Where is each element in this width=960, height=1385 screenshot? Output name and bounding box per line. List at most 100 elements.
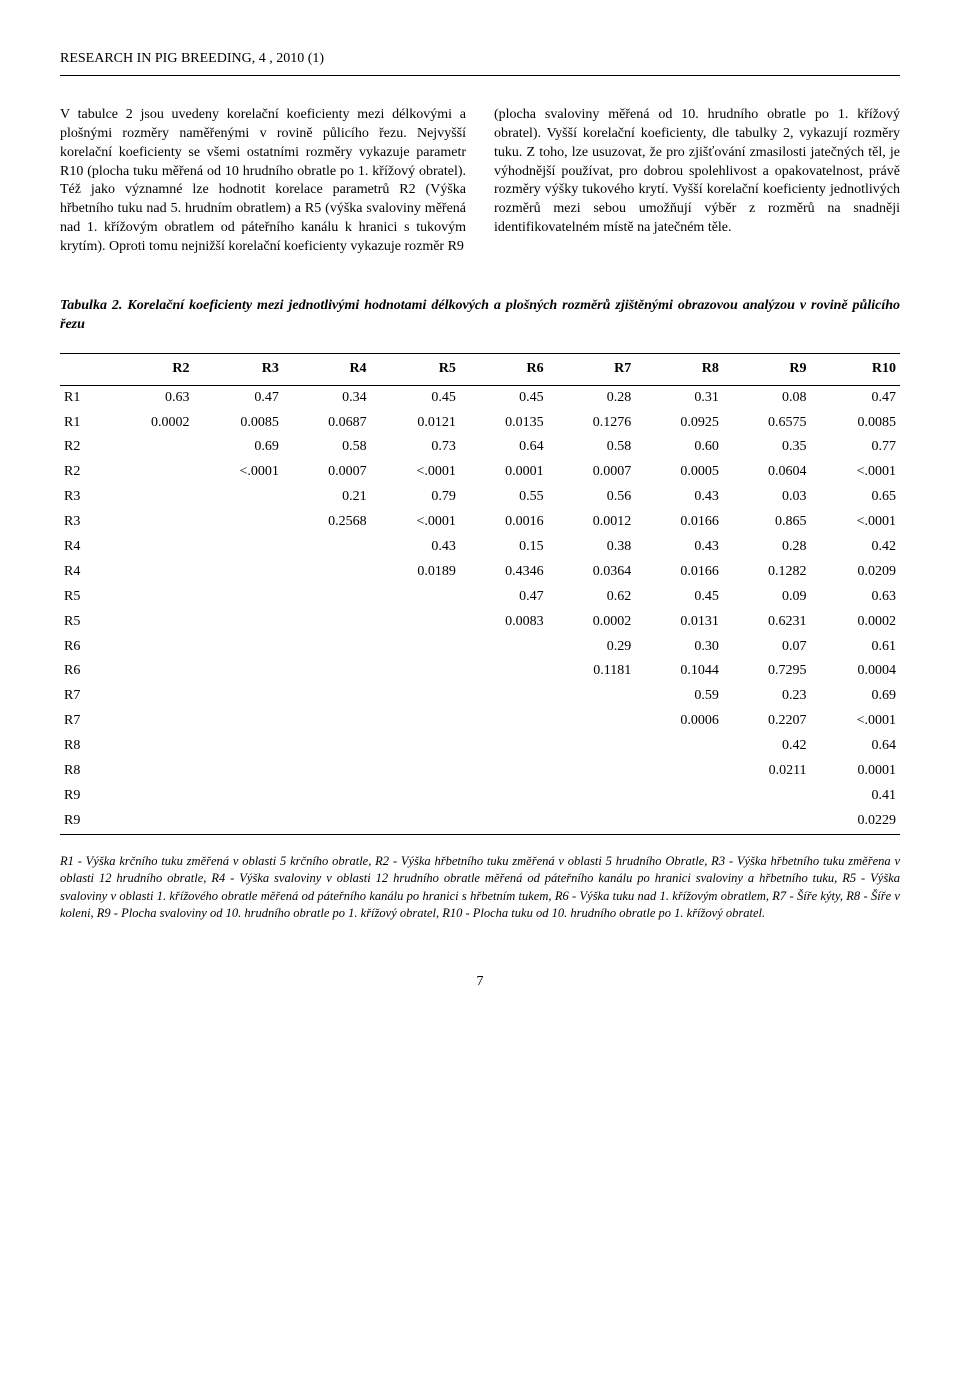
- correlation-value: 0.69: [811, 684, 900, 709]
- table-row: R80.02110.0001: [60, 759, 900, 784]
- p-value: 0.0002: [548, 610, 636, 635]
- p-value: [106, 759, 194, 784]
- correlation-value: 0.23: [723, 684, 811, 709]
- correlation-value: 0.45: [635, 585, 723, 610]
- table-row: R90.41: [60, 784, 900, 809]
- correlation-value: 0.63: [106, 385, 194, 410]
- p-value: <.0001: [194, 460, 283, 485]
- p-value: [194, 610, 283, 635]
- correlation-value: [106, 535, 194, 560]
- correlation-value: [460, 734, 548, 759]
- p-value: 0.1181: [548, 659, 636, 684]
- correlation-value: 0.69: [194, 435, 283, 460]
- correlation-value: [194, 485, 283, 510]
- correlation-value: [194, 585, 283, 610]
- table-row: R80.420.64: [60, 734, 900, 759]
- p-value: 0.6231: [723, 610, 811, 635]
- p-value: [635, 759, 723, 784]
- p-value: [283, 610, 371, 635]
- p-value: [194, 510, 283, 535]
- table-header-cell: R6: [460, 353, 548, 385]
- p-value: 0.0002: [811, 610, 900, 635]
- correlation-value: [635, 734, 723, 759]
- table-row: R90.0229: [60, 809, 900, 834]
- correlation-value: 0.60: [635, 435, 723, 460]
- p-value: 0.6575: [723, 411, 811, 436]
- correlation-value: [194, 784, 283, 809]
- p-value: 0.0166: [635, 560, 723, 585]
- row-label: R1: [60, 385, 106, 410]
- p-value: 0.0007: [283, 460, 371, 485]
- body-left-column: V tabulce 2 jsou uvedeny korelační koefi…: [60, 106, 466, 257]
- p-value: [106, 709, 194, 734]
- correlation-value: [106, 585, 194, 610]
- p-value: [548, 759, 636, 784]
- table-header-cell: R7: [548, 353, 636, 385]
- p-value: [635, 809, 723, 834]
- p-value: [283, 659, 371, 684]
- table-row: R20.690.580.730.640.580.600.350.77: [60, 435, 900, 460]
- p-value: 0.1044: [635, 659, 723, 684]
- row-label: R2: [60, 460, 106, 485]
- p-value: 0.7295: [723, 659, 811, 684]
- row-label: R3: [60, 485, 106, 510]
- p-value: [194, 759, 283, 784]
- table-row: R30.210.790.550.560.430.030.65: [60, 485, 900, 510]
- journal-header: RESEARCH IN PIG BREEDING, 4 , 2010 (1): [60, 50, 900, 69]
- correlation-value: 0.21: [283, 485, 371, 510]
- table-caption: Tabulka 2. Korelační koeficienty mezi je…: [60, 297, 900, 335]
- p-value: [371, 610, 460, 635]
- p-value: [548, 809, 636, 834]
- row-label: R9: [60, 809, 106, 834]
- correlation-value: 0.07: [723, 635, 811, 660]
- p-value: 0.0085: [194, 411, 283, 436]
- p-value: [460, 659, 548, 684]
- correlation-value: 0.47: [460, 585, 548, 610]
- p-value: 0.0166: [635, 510, 723, 535]
- p-value: [371, 809, 460, 834]
- correlation-value: [106, 684, 194, 709]
- correlation-value: [283, 734, 371, 759]
- correlation-value: 0.08: [723, 385, 811, 410]
- p-value: [460, 759, 548, 784]
- correlation-value: 0.47: [811, 385, 900, 410]
- correlation-value: 0.34: [283, 385, 371, 410]
- correlation-value: 0.28: [723, 535, 811, 560]
- correlation-value: 0.79: [371, 485, 460, 510]
- correlation-value: 0.45: [460, 385, 548, 410]
- correlation-table: R2 R3 R4 R5 R6 R7 R8 R9 R10 R10.630.470.…: [60, 353, 900, 835]
- p-value: <.0001: [811, 510, 900, 535]
- correlation-value: [371, 684, 460, 709]
- p-value: 0.0002: [106, 411, 194, 436]
- p-value: 0.0012: [548, 510, 636, 535]
- table-row: R10.630.470.340.450.450.280.310.080.47: [60, 385, 900, 410]
- correlation-value: [194, 684, 283, 709]
- correlation-value: [723, 784, 811, 809]
- correlation-value: 0.43: [635, 535, 723, 560]
- table-row: R60.11810.10440.72950.0004: [60, 659, 900, 684]
- correlation-value: 0.62: [548, 585, 636, 610]
- correlation-value: [194, 734, 283, 759]
- correlation-value: [106, 784, 194, 809]
- p-value: <.0001: [371, 510, 460, 535]
- body-right-column: (plocha svaloviny měřená od 10. hrudního…: [494, 106, 900, 257]
- row-label: R3: [60, 510, 106, 535]
- table-row: R40.01890.43460.03640.01660.12820.0209: [60, 560, 900, 585]
- p-value: [283, 809, 371, 834]
- p-value: 0.0364: [548, 560, 636, 585]
- p-value: [283, 560, 371, 585]
- table-row: R30.2568<.00010.00160.00120.01660.865<.0…: [60, 510, 900, 535]
- p-value: [106, 560, 194, 585]
- correlation-value: [106, 435, 194, 460]
- row-label: R7: [60, 709, 106, 734]
- correlation-value: 0.63: [811, 585, 900, 610]
- table-header-row: R2 R3 R4 R5 R6 R7 R8 R9 R10: [60, 353, 900, 385]
- correlation-value: 0.43: [635, 485, 723, 510]
- table-header-cell: R3: [194, 353, 283, 385]
- p-value: [371, 709, 460, 734]
- table-row: R2<.00010.0007<.00010.00010.00070.00050.…: [60, 460, 900, 485]
- p-value: [106, 510, 194, 535]
- correlation-value: 0.41: [811, 784, 900, 809]
- correlation-value: [371, 585, 460, 610]
- correlation-value: 0.77: [811, 435, 900, 460]
